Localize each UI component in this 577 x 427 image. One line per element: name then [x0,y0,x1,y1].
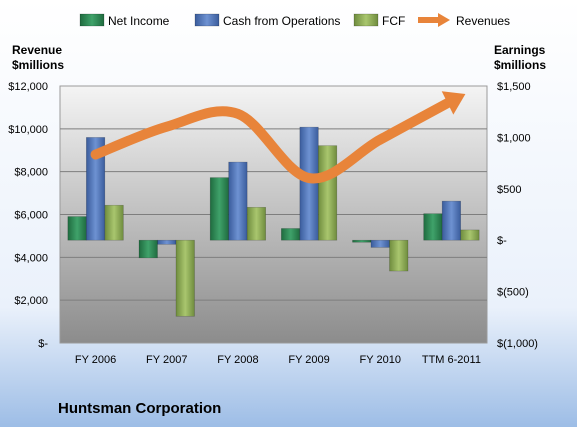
left-tick-label: $12,000 [8,81,48,93]
left-tick-label: $10,000 [8,124,48,136]
bar-net-income [352,239,372,243]
right-tick-label: $- [497,235,507,247]
x-tick-label: TTM 6-2011 [422,354,481,366]
bar-cash-from-operations [157,239,177,245]
left-axis-label-line2: $millions [12,58,64,72]
left-tick-label: $4,000 [14,252,48,264]
legend-swatch [353,13,379,27]
right-tick-label: $500 [497,184,521,196]
bar-fcf [104,204,124,241]
legend-label: Revenues [456,14,510,28]
bar-fcf [318,145,338,241]
bar-cash-from-operations [441,200,461,241]
chart-title: Huntsman Corporation [58,400,221,417]
bar-net-income [138,239,158,259]
bar-cash-from-operations [299,126,319,241]
left-tick-label: $2,000 [14,295,48,307]
bar-cash-from-operations [228,161,248,241]
bar-cash-from-operations [370,239,390,248]
bar-net-income [281,228,301,241]
bar-net-income [67,216,87,241]
right-axis-label-line2: $millions [494,58,546,72]
right-tick-label: $(500) [497,287,529,299]
bar-fcf [460,229,480,241]
x-tick-label: FY 2007 [146,354,187,366]
revenue-line-arrowhead [441,91,466,115]
x-tick-label: FY 2009 [288,354,329,366]
left-tick-label: $- [38,338,48,350]
legend-swatch-arrow [438,13,450,27]
right-tick-label: $1,000 [497,132,531,144]
bar-cash-from-operations [86,137,106,241]
right-tick-label: $(1,000) [497,338,538,350]
legend-swatch [194,13,220,27]
bar-fcf [246,207,266,241]
ticks: $- $2,000 $4,000 $6,000 $8,000 $10,000 $12,000… [8,81,538,366]
x-tick-label: FY 2006 [75,354,116,366]
bar-net-income [209,177,229,241]
left-tick-label: $8,000 [14,167,48,179]
bars [67,126,480,317]
right-axis-label-line1: Earnings [494,43,546,57]
x-tick-label: FY 2008 [217,354,258,366]
legend-swatch [79,13,105,27]
bar-fcf [389,239,409,272]
right-tick-label: $1,500 [497,81,531,93]
legend-label: Net Income [108,14,170,28]
bar-fcf [175,239,195,317]
revenue-line-layer [90,91,466,184]
legend-label: FCF [382,14,405,28]
grid-lines [60,128,487,301]
bar-net-income [423,213,443,241]
legend-label: Cash from Operations [223,14,340,28]
left-axis-label-line1: Revenue [12,43,62,57]
x-tick-label: FY 2010 [360,354,401,366]
legend: Net Income Cash from Operations FCF Revenue… [79,13,510,28]
revenue-line [90,95,457,184]
left-tick-label: $6,000 [14,210,48,222]
